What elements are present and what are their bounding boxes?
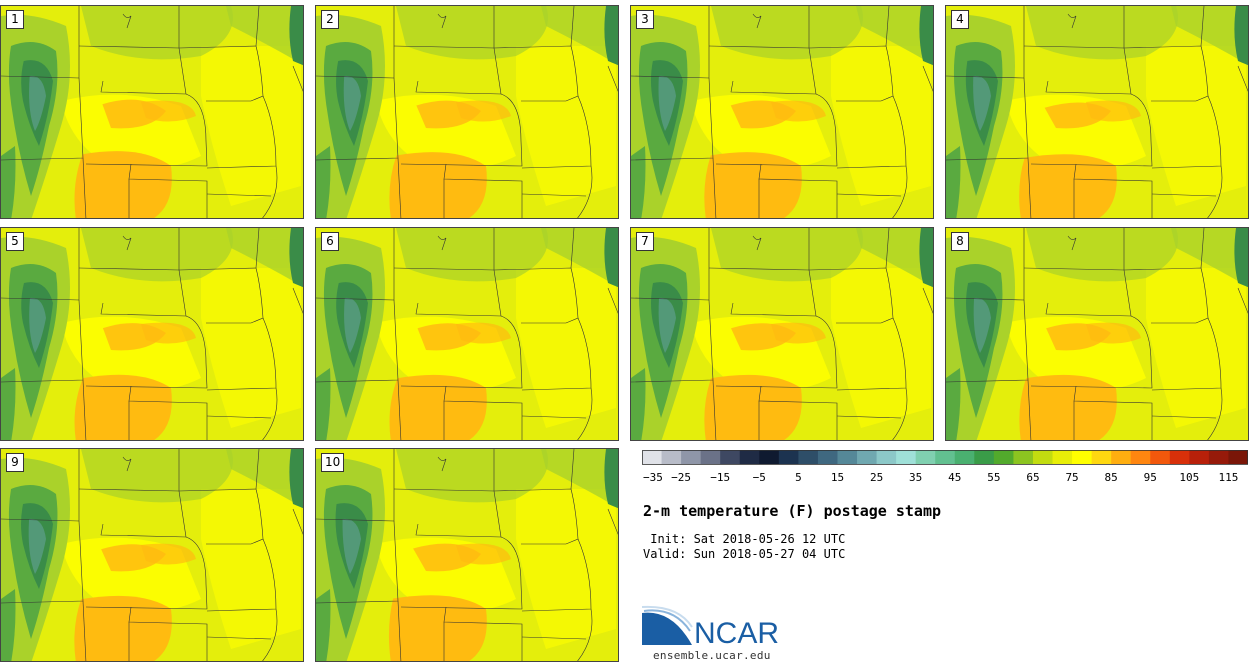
colorbar-swatch <box>642 450 663 464</box>
colorbar-swatch <box>759 450 780 464</box>
colorbar-swatch <box>1032 450 1054 464</box>
temperature-colorbar: −35 −25 −15 −5 5 15 25 35 45 55 65 75 85 95 105 115 <box>642 450 1248 484</box>
member-number-label: 10 <box>321 453 345 472</box>
member-number-label: 4 <box>951 10 969 29</box>
colorbar-tick-label: −5 <box>753 471 766 484</box>
colorbar-tick-label: 105 <box>1179 471 1199 484</box>
postage-stamp-panel: 1 <box>0 5 304 219</box>
colorbar-swatch <box>817 450 838 464</box>
colorbar-tick-label: 65 <box>1026 471 1039 484</box>
temperature-map <box>1 449 303 661</box>
postage-stamp-panel: 7 <box>630 227 934 441</box>
colorbar-tick-label: 5 <box>795 471 802 484</box>
colorbar-swatch <box>681 450 702 464</box>
colorbar-swatch <box>661 450 682 464</box>
member-number-label: 3 <box>636 10 654 29</box>
colorbar-swatch <box>720 450 741 464</box>
postage-stamp-panel: 10 <box>315 448 619 662</box>
temperature-map <box>631 228 933 440</box>
colorbar-swatch <box>1072 450 1093 464</box>
colorbar-tick-label: 55 <box>987 471 1000 484</box>
temperature-map <box>1 228 303 440</box>
temperature-map <box>316 6 618 218</box>
colorbar-tick-label: 25 <box>870 471 883 484</box>
temperature-map <box>316 449 618 661</box>
colorbar-swatch <box>915 450 936 464</box>
colorbar-swatch <box>837 450 858 464</box>
member-number-label: 6 <box>321 232 339 251</box>
colorbar-swatch <box>876 450 897 464</box>
temperature-map <box>316 228 618 440</box>
temperature-map <box>946 228 1248 440</box>
colorbar-tick-label: −25 <box>671 471 691 484</box>
svg-text:NCAR: NCAR <box>694 617 779 649</box>
colorbar-tick-label: 85 <box>1105 471 1118 484</box>
colorbar-tick-label: 35 <box>909 471 922 484</box>
postage-stamp-panel: 8 <box>945 227 1249 441</box>
member-number-label: 2 <box>321 10 339 29</box>
member-number-label: 9 <box>6 453 24 472</box>
member-number-label: 1 <box>6 10 24 29</box>
init-time: Init: Sat 2018-05-26 12 UTC <box>643 532 846 546</box>
member-number-label: 5 <box>6 232 24 251</box>
postage-stamp-panel: 9 <box>0 448 304 662</box>
postage-stamp-panel: 2 <box>315 5 619 219</box>
colorbar-tick-label: −35 <box>643 471 663 484</box>
colorbar-tick-label: 115 <box>1219 471 1239 484</box>
colorbar-swatch <box>974 450 995 464</box>
colorbar-tick-label: 95 <box>1144 471 1157 484</box>
colorbar-swatch <box>993 450 1014 464</box>
colorbar-swatch <box>1169 450 1190 464</box>
colorbar-swatch <box>1208 450 1229 464</box>
colorbar-swatch <box>857 450 878 464</box>
colorbar-swatch <box>1228 450 1248 464</box>
colorbar-tick-label: 45 <box>948 471 961 484</box>
colorbar-swatch <box>1130 450 1151 464</box>
colorbar-swatch <box>1111 450 1132 464</box>
postage-stamp-panel: 3 <box>630 5 934 219</box>
colorbar-swatch <box>700 450 721 464</box>
colorbar-tick-label: −15 <box>710 471 730 484</box>
valid-time: Valid: Sun 2018-05-27 04 UTC <box>643 547 846 561</box>
temperature-map <box>631 6 933 218</box>
colorbar-swatch <box>739 450 760 464</box>
colorbar-swatch <box>896 450 917 464</box>
colorbar-swatch <box>1013 450 1034 464</box>
postage-stamp-panel: 6 <box>315 227 619 441</box>
temperature-map <box>946 6 1248 218</box>
colorbar-swatch <box>954 450 975 464</box>
logo-url: ensemble.ucar.edu <box>653 649 771 662</box>
colorbar-swatch <box>1091 450 1112 464</box>
product-title: 2-m temperature (F) postage stamp <box>643 502 942 520</box>
colorbar-swatch <box>1189 450 1210 464</box>
member-number-label: 7 <box>636 232 654 251</box>
colorbar-swatch <box>778 450 799 464</box>
ncar-logo: NCAR <box>641 605 792 650</box>
colorbar-tick-label: 15 <box>831 471 844 484</box>
postage-stamp-panel: 5 <box>0 227 304 441</box>
colorbar-swatch <box>1150 450 1171 464</box>
colorbar-swatch <box>798 450 819 464</box>
colorbar-swatch <box>1052 450 1073 464</box>
member-number-label: 8 <box>951 232 969 251</box>
temperature-map <box>1 6 303 218</box>
colorbar-tick-label: 75 <box>1065 471 1078 484</box>
postage-stamp-panel: 4 <box>945 5 1249 219</box>
colorbar-swatch <box>935 450 956 464</box>
